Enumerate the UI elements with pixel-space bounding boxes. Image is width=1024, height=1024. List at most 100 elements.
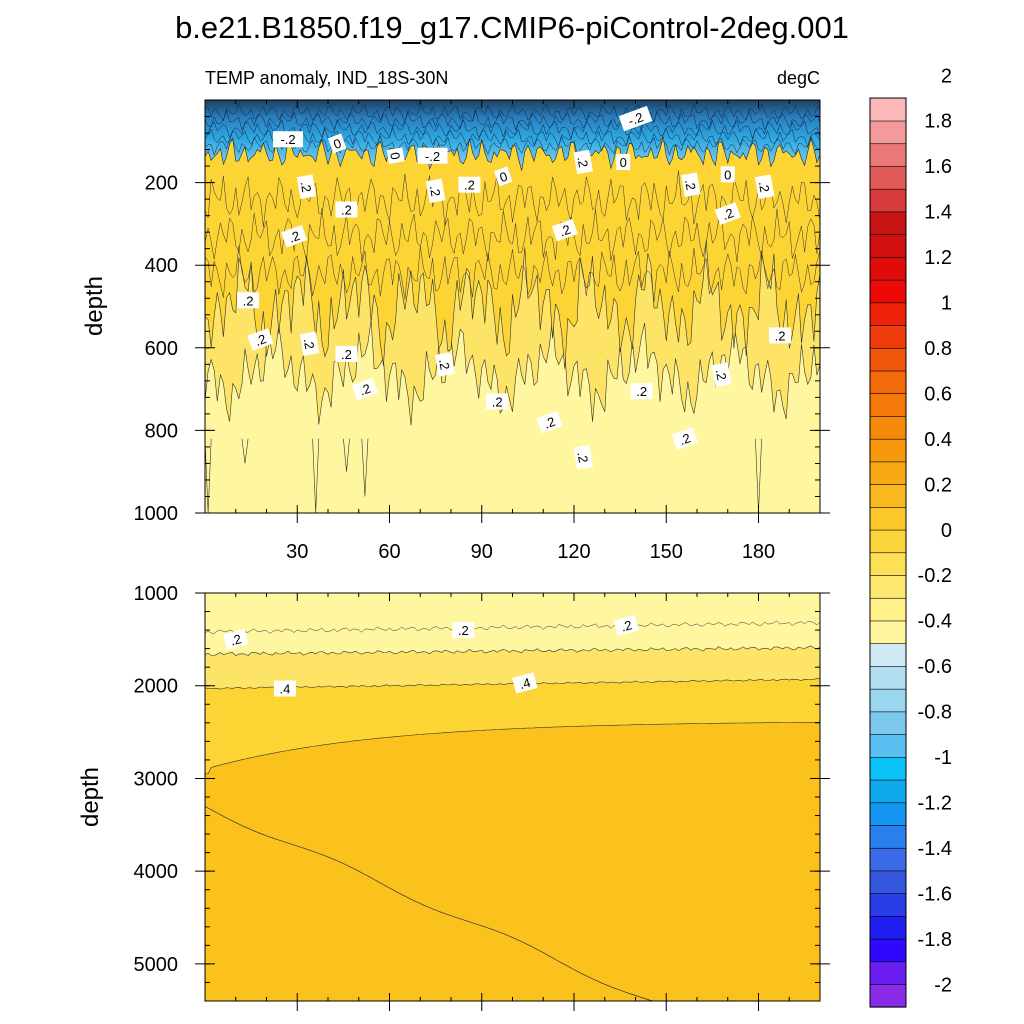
svg-text:.2: .2 (677, 430, 692, 448)
svg-text:.2: .2 (557, 222, 572, 240)
colorbar-swatch (869, 347, 907, 372)
y-tick-label: 1000 (134, 583, 179, 605)
colorbar-swatch (869, 824, 907, 849)
chart-left-subtitle: TEMP anomaly, IND_18S-30N (205, 68, 448, 89)
upper-contour-label: .2 (425, 178, 446, 204)
svg-text:0: 0 (387, 151, 403, 161)
upper-contour-label: .2 (281, 225, 308, 248)
upper-contour-label: .2 (754, 174, 775, 199)
colorbar-swatch (869, 529, 907, 554)
x-tick-label: 120 (557, 541, 590, 563)
colorbar-swatch (869, 234, 907, 258)
upper-contour-fills: -.2 0 0 -.2 -.2 .2 .2 .2 .2 .2 0 .2 0 .2 .2 0 .2 .2 .2 .2 .2… (205, 100, 820, 513)
upper-contour-label: .2 (435, 352, 455, 377)
upper-band-0.4 (205, 100, 820, 369)
svg-text:.2: .2 (341, 347, 352, 362)
svg-text:0: 0 (724, 167, 731, 182)
colorbar-label: -2 (934, 974, 952, 996)
y-tick-label: 2000 (134, 676, 179, 698)
svg-text:-.2: -.2 (425, 149, 440, 164)
lower-contour-label: .2 (223, 628, 249, 650)
colorbar-label: -1.2 (918, 793, 952, 815)
colorbar-frame (869, 97, 907, 1008)
colorbar-swatch (869, 279, 907, 304)
svg-text:-.2: -.2 (280, 132, 295, 147)
lower-contour-line (205, 620, 820, 634)
colorbar-label: 0.6 (924, 383, 952, 405)
upper-panel: -.2 0 0 -.2 -.2 .2 .2 .2 .2 .2 0 .2 0 .2 .2 0 .2 .2 .2 .2 .2… (81, 99, 830, 563)
svg-text:0: 0 (620, 155, 627, 170)
colorbar-label: -0.6 (918, 656, 952, 678)
svg-text:0: 0 (497, 169, 509, 186)
lower-contour-label: .4 (512, 672, 538, 694)
colorbar-swatch (869, 97, 907, 122)
colorbar-swatch (869, 983, 907, 1008)
colorbar-label: 1 (941, 293, 952, 315)
upper-contour-label: .2 (536, 410, 563, 434)
svg-text:.2: .2 (436, 358, 453, 371)
colorbar-swatch (869, 711, 907, 735)
upper-contour-label: .2 (458, 176, 481, 193)
svg-text:.2: .2 (775, 328, 786, 343)
lower-y-axis-label: depth (77, 767, 104, 827)
svg-text:-.2: -.2 (626, 109, 645, 128)
upper-contour-label: .2 (630, 383, 653, 400)
colorbar-swatch (869, 938, 907, 963)
y-tick-label: 5000 (134, 954, 179, 976)
colorbar-label: 0.8 (924, 338, 952, 360)
svg-text:.2: .2 (458, 623, 469, 638)
colorbar-swatch (869, 415, 907, 440)
colorbar-label: 1.8 (924, 111, 952, 133)
colorbar-swatch (869, 733, 907, 758)
colorbar-swatch (869, 188, 907, 213)
colorbar-label: -1.8 (918, 929, 952, 951)
colorbar-swatch (869, 620, 907, 644)
x-tick-label: 30 (286, 541, 308, 563)
y-tick-label: 4000 (134, 861, 179, 883)
colorbar-swatch (869, 211, 907, 235)
y-tick-label: 800 (145, 420, 178, 442)
upper-cold-contour (205, 118, 820, 140)
x-tick-label: 60 (378, 541, 400, 563)
colorbar-swatch (869, 552, 907, 576)
svg-text:.2: .2 (720, 205, 735, 223)
upper-contour-label: .2 (247, 328, 274, 351)
upper-contour-line (241, 438, 249, 464)
colorbar-label: 0.4 (924, 429, 952, 451)
upper-contour-label: 0 (386, 147, 405, 165)
upper-y-axis-label: depth (81, 276, 108, 336)
svg-text:.2: .2 (427, 184, 444, 197)
upper-contour-label: .2 (296, 174, 317, 199)
svg-text:.2: .2 (287, 228, 302, 246)
upper-contour-label: .2 (237, 292, 260, 309)
colorbar-swatch (869, 393, 907, 417)
colorbar-swatch (869, 165, 907, 190)
upper-contour-label: .2 (299, 331, 320, 356)
colorbar-label: -0.8 (918, 702, 952, 724)
colorbar-swatch (869, 484, 907, 508)
upper-cold-contour (205, 109, 820, 131)
colorbar-label: -1 (934, 747, 952, 769)
svg-text:.2: .2 (341, 202, 352, 217)
upper-contour-label: .2 (573, 149, 594, 175)
upper-contour-label: .2 (714, 202, 741, 225)
colorbar-swatch (869, 915, 907, 940)
upper-contour-label: -.2 (417, 147, 448, 164)
colorbar-label: -0.4 (918, 611, 952, 633)
colorbar-swatch (869, 643, 907, 667)
colorbar-label: -0.2 (918, 565, 952, 587)
upper-cold-contour (205, 134, 820, 156)
x-tick-label: 150 (650, 541, 683, 563)
svg-text:.4: .4 (518, 675, 532, 692)
lower-band-0.6 (205, 721, 820, 1001)
lower-contour-label: .2 (613, 614, 639, 637)
colorbar-swatch (869, 256, 907, 281)
colorbar-swatch (869, 597, 907, 622)
svg-text:.2: .2 (574, 451, 591, 464)
colorbar-swatch (869, 143, 907, 167)
colorbar-swatch (869, 688, 907, 713)
svg-text:.2: .2 (713, 368, 730, 381)
upper-contour-line (205, 208, 820, 263)
x-tick-label: 180 (742, 541, 775, 563)
